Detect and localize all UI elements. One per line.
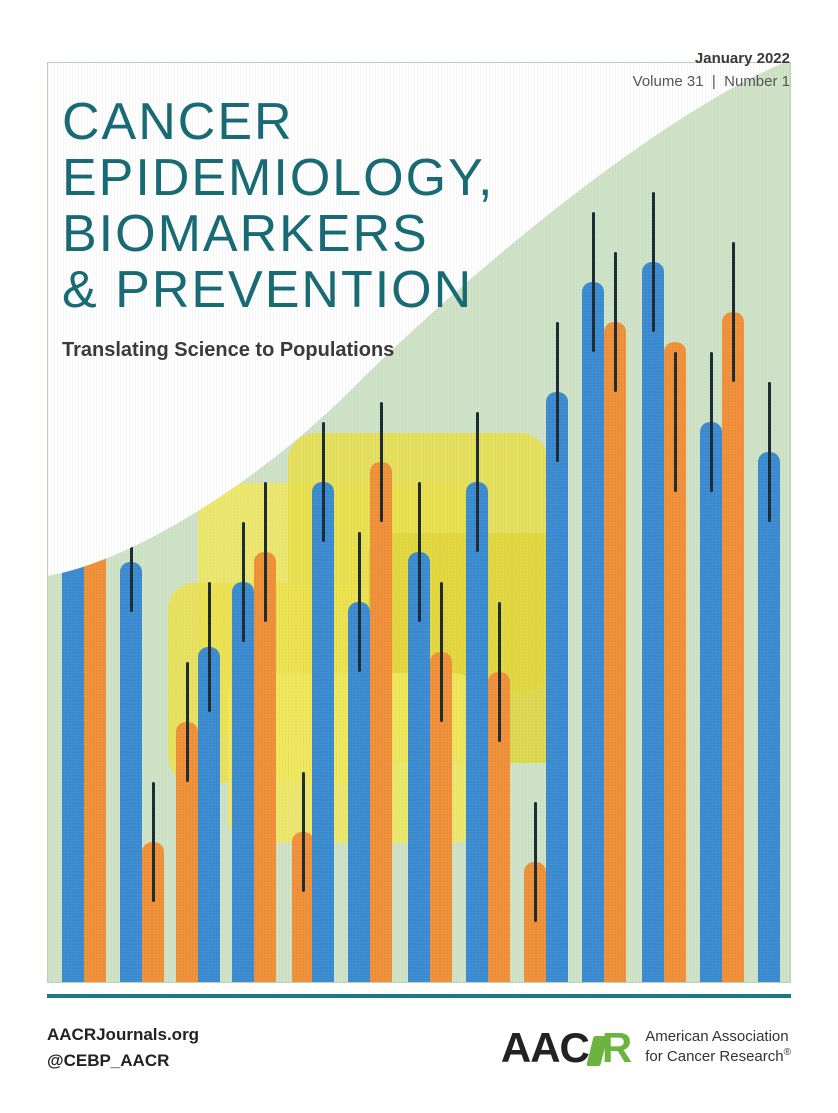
journal-cover: January 2022 Volume 31 | Number 1 CANCER…	[0, 0, 838, 1113]
data-bar	[312, 482, 334, 982]
data-bar	[546, 392, 568, 982]
error-whisker	[592, 212, 595, 352]
error-whisker	[556, 322, 559, 462]
error-whisker	[264, 482, 267, 622]
error-whisker	[652, 192, 655, 332]
footer-left: AACRJournals.org @CEBP_AACR	[47, 1022, 199, 1073]
error-whisker	[380, 402, 383, 522]
error-whisker	[440, 582, 443, 722]
footer-rule	[47, 994, 791, 998]
org-line-2: for Cancer Research®	[645, 1047, 791, 1067]
logo-letter-a2: A	[530, 1024, 559, 1072]
aacr-org-name: American Association for Cancer Research…	[645, 1028, 791, 1067]
logo-letter-r: R	[602, 1024, 631, 1072]
separator: |	[712, 73, 716, 90]
data-bar	[84, 472, 106, 982]
logo-letter-c: C	[560, 1024, 589, 1072]
issue-volume-line: Volume 31 | Number 1	[633, 71, 790, 94]
data-bar	[120, 562, 142, 982]
error-whisker	[152, 782, 155, 902]
title-line-3: BIOMARKERS	[62, 206, 495, 262]
journal-title: CANCER EPIDEMIOLOGY, BIOMARKERS & PREVEN…	[62, 94, 495, 319]
error-whisker	[358, 532, 361, 672]
error-whisker	[72, 362, 75, 482]
issue-date: January 2022	[633, 48, 790, 71]
error-whisker	[242, 522, 245, 642]
data-bar	[466, 482, 488, 982]
error-whisker	[130, 522, 133, 612]
error-whisker	[94, 392, 97, 542]
logo-letter-a1: A	[501, 1024, 530, 1072]
data-bar	[700, 422, 722, 982]
aacr-logo: AACR	[501, 1024, 631, 1072]
data-bar	[232, 582, 254, 982]
issue-info: January 2022 Volume 31 | Number 1	[633, 48, 790, 93]
footer-right: AACR American Association for Cancer Res…	[501, 1024, 791, 1072]
journal-subtitle: Translating Science to Populations	[62, 339, 495, 362]
title-line-2: EPIDEMIOLOGY,	[62, 150, 495, 206]
error-whisker	[418, 482, 421, 622]
data-bar	[604, 322, 626, 982]
error-whisker	[732, 242, 735, 382]
error-whisker	[534, 802, 537, 922]
footer: AACRJournals.org @CEBP_AACR AACR America…	[47, 1022, 791, 1073]
data-bar	[642, 262, 664, 982]
title-line-1: CANCER	[62, 94, 495, 150]
org-line-2-text: for Cancer Research	[645, 1048, 783, 1065]
number-label: Number 1	[724, 73, 790, 90]
error-whisker	[302, 772, 305, 892]
title-line-4: & PREVENTION	[62, 262, 495, 318]
footer-url: AACRJournals.org	[47, 1022, 199, 1048]
error-whisker	[322, 422, 325, 542]
org-line-1: American Association	[645, 1028, 791, 1047]
error-whisker	[498, 602, 501, 742]
title-block: CANCER EPIDEMIOLOGY, BIOMARKERS & PREVEN…	[62, 94, 495, 362]
error-whisker	[476, 412, 479, 552]
data-bar	[582, 282, 604, 982]
data-bar	[370, 462, 392, 982]
data-bar	[62, 422, 84, 982]
footer-handle: @CEBP_AACR	[47, 1048, 199, 1074]
registered-mark: ®	[784, 1047, 791, 1058]
error-whisker	[710, 352, 713, 492]
error-whisker	[186, 662, 189, 782]
error-whisker	[208, 582, 211, 712]
data-bar	[722, 312, 744, 982]
error-whisker	[674, 352, 677, 492]
error-whisker	[768, 382, 771, 522]
volume-label: Volume 31	[633, 73, 704, 90]
error-whisker	[614, 252, 617, 392]
data-bar	[758, 452, 780, 982]
